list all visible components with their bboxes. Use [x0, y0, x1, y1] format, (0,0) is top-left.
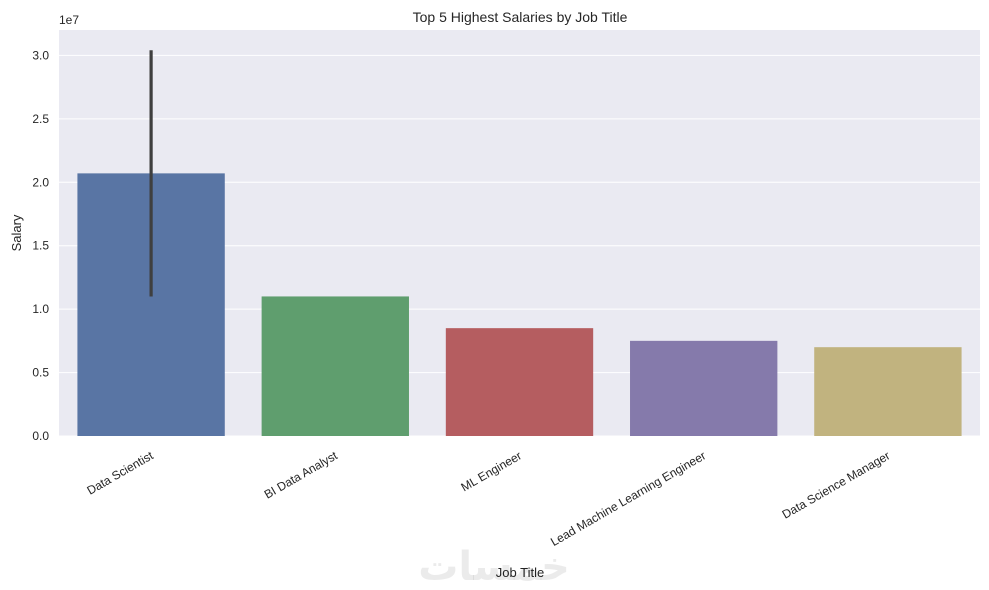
- y-axis-label: Salary: [9, 214, 24, 251]
- y-tick-label: 0.0: [32, 429, 49, 443]
- x-tick-label: Data Science Manager: [780, 448, 893, 521]
- y-tick-label: 3.0: [32, 48, 49, 62]
- bar: [261, 296, 409, 436]
- x-axis-label: Job Title: [496, 565, 544, 580]
- bar: [445, 328, 594, 436]
- x-axis-ticks: Data Scientist BI Data Analyst ML Engineer…: [84, 448, 892, 549]
- y-axis-offset-label: 1e7: [59, 13, 79, 27]
- bar: [630, 340, 778, 436]
- y-tick-label: 1.0: [32, 302, 49, 316]
- y-axis-ticks: 0.0 0.5 1.0 1.5 2.0 2.5 3.0: [32, 48, 49, 443]
- y-tick-label: 2.5: [32, 112, 49, 126]
- x-tick-label: ML Engineer: [458, 448, 524, 494]
- y-tick-label: 2.0: [32, 175, 49, 189]
- chart-title: Top 5 Highest Salaries by Job Title: [413, 9, 628, 25]
- bar: [814, 347, 962, 436]
- x-tick-label: Data Scientist: [84, 448, 156, 497]
- y-tick-label: 1.5: [32, 239, 49, 253]
- x-tick-label: BI Data Analyst: [262, 448, 341, 501]
- watermark: خمسات: [418, 544, 570, 590]
- x-tick-label: Lead Machine Learning Engineer: [548, 448, 708, 549]
- y-tick-label: 0.5: [32, 366, 49, 380]
